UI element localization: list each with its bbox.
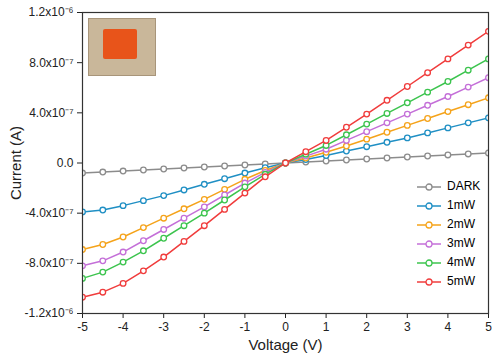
html-text:4mW: 4mW — [447, 255, 475, 269]
svg-text:3: 3 — [404, 320, 411, 334]
svg-text:0.0: 0.0 — [57, 156, 74, 170]
html-text:5mW: 5mW — [447, 274, 475, 288]
svg-text:8.0x10⁻⁷: 8.0x10⁻⁷ — [29, 56, 73, 70]
svg-text:Current (A): Current (A) — [7, 126, 24, 200]
svg-text:Voltage (V): Voltage (V) — [248, 336, 322, 353]
svg-text:0: 0 — [282, 320, 289, 334]
svg-text:4: 4 — [445, 320, 452, 334]
html-text:2mW: 2mW — [447, 217, 475, 231]
svg-text:-2: -2 — [199, 320, 210, 334]
html-text:3mW: 3mW — [447, 236, 475, 250]
svg-text:1: 1 — [323, 320, 330, 334]
html-text:1mW: 1mW — [447, 198, 475, 212]
svg-text:5: 5 — [485, 320, 492, 334]
svg-text:4.0x10⁻⁷: 4.0x10⁻⁷ — [29, 106, 73, 120]
svg-text:-3: -3 — [158, 320, 169, 334]
svg-text:-1.2x10⁻⁶: -1.2x10⁻⁶ — [25, 306, 74, 320]
svg-text:-4: -4 — [118, 320, 129, 334]
svg-text:-1: -1 — [240, 320, 251, 334]
svg-text:2: 2 — [363, 320, 370, 334]
html-text:DARK: DARK — [447, 179, 481, 193]
svg-text:-5: -5 — [77, 320, 88, 334]
svg-text:-8.0x10⁻⁷: -8.0x10⁻⁷ — [25, 256, 73, 270]
svg-text:-4.0x10⁻⁷: -4.0x10⁻⁷ — [25, 206, 73, 220]
svg-text:1.2x10⁻⁶: 1.2x10⁻⁶ — [29, 5, 74, 19]
